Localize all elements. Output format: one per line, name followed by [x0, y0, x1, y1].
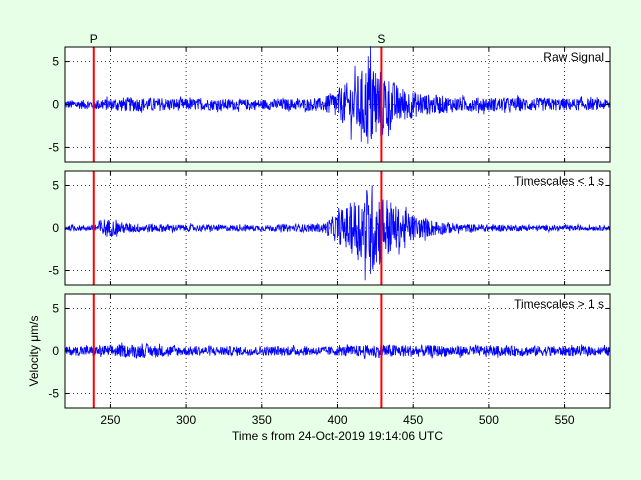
y-tick-label: 0	[52, 98, 59, 112]
phase-marker-label: P	[90, 32, 98, 46]
chart-panel-2: 5 0 -5 Timescales < 1 s	[48, 170, 611, 286]
y-tick-label: 5	[52, 301, 59, 315]
x-tick-label: 400	[327, 413, 347, 427]
x-tick-label: 250	[100, 413, 120, 427]
y-tick-label: 0	[52, 344, 59, 358]
panel-annotation: Raw Signal	[543, 50, 604, 64]
signal-trace	[64, 46, 611, 144]
x-tick-label: 450	[403, 413, 423, 427]
y-tick-label: 5	[52, 178, 59, 192]
signal-trace	[64, 342, 611, 360]
y-tick-label: -5	[48, 387, 59, 401]
x-tick-label: 550	[555, 413, 575, 427]
chart-panel-3: 5 0 -5 250 300 350 400 450 500 550 Timescales > 1 …	[27, 293, 611, 443]
y-tick-label: 0	[52, 221, 59, 235]
y-tick-label: 5	[52, 55, 59, 69]
y-tick-label: -5	[48, 264, 59, 278]
x-tick-label: 500	[479, 413, 499, 427]
y-axis-label: Velocity μm/s	[27, 316, 41, 387]
panel-annotation: Timescales > 1 s	[514, 297, 604, 311]
chart-panel-1: P S 5 0 -5 Raw Signal	[48, 32, 611, 163]
x-tick-label: 350	[252, 413, 272, 427]
phase-marker-label: S	[377, 32, 385, 46]
panel-annotation: Timescales < 1 s	[514, 174, 604, 188]
y-tick-label: -5	[48, 140, 59, 154]
x-axis-label: Time s from 24-Oct-2019 19:14:06 UTC	[232, 429, 443, 443]
x-tick-label: 300	[176, 413, 196, 427]
signal-trace	[64, 185, 611, 281]
